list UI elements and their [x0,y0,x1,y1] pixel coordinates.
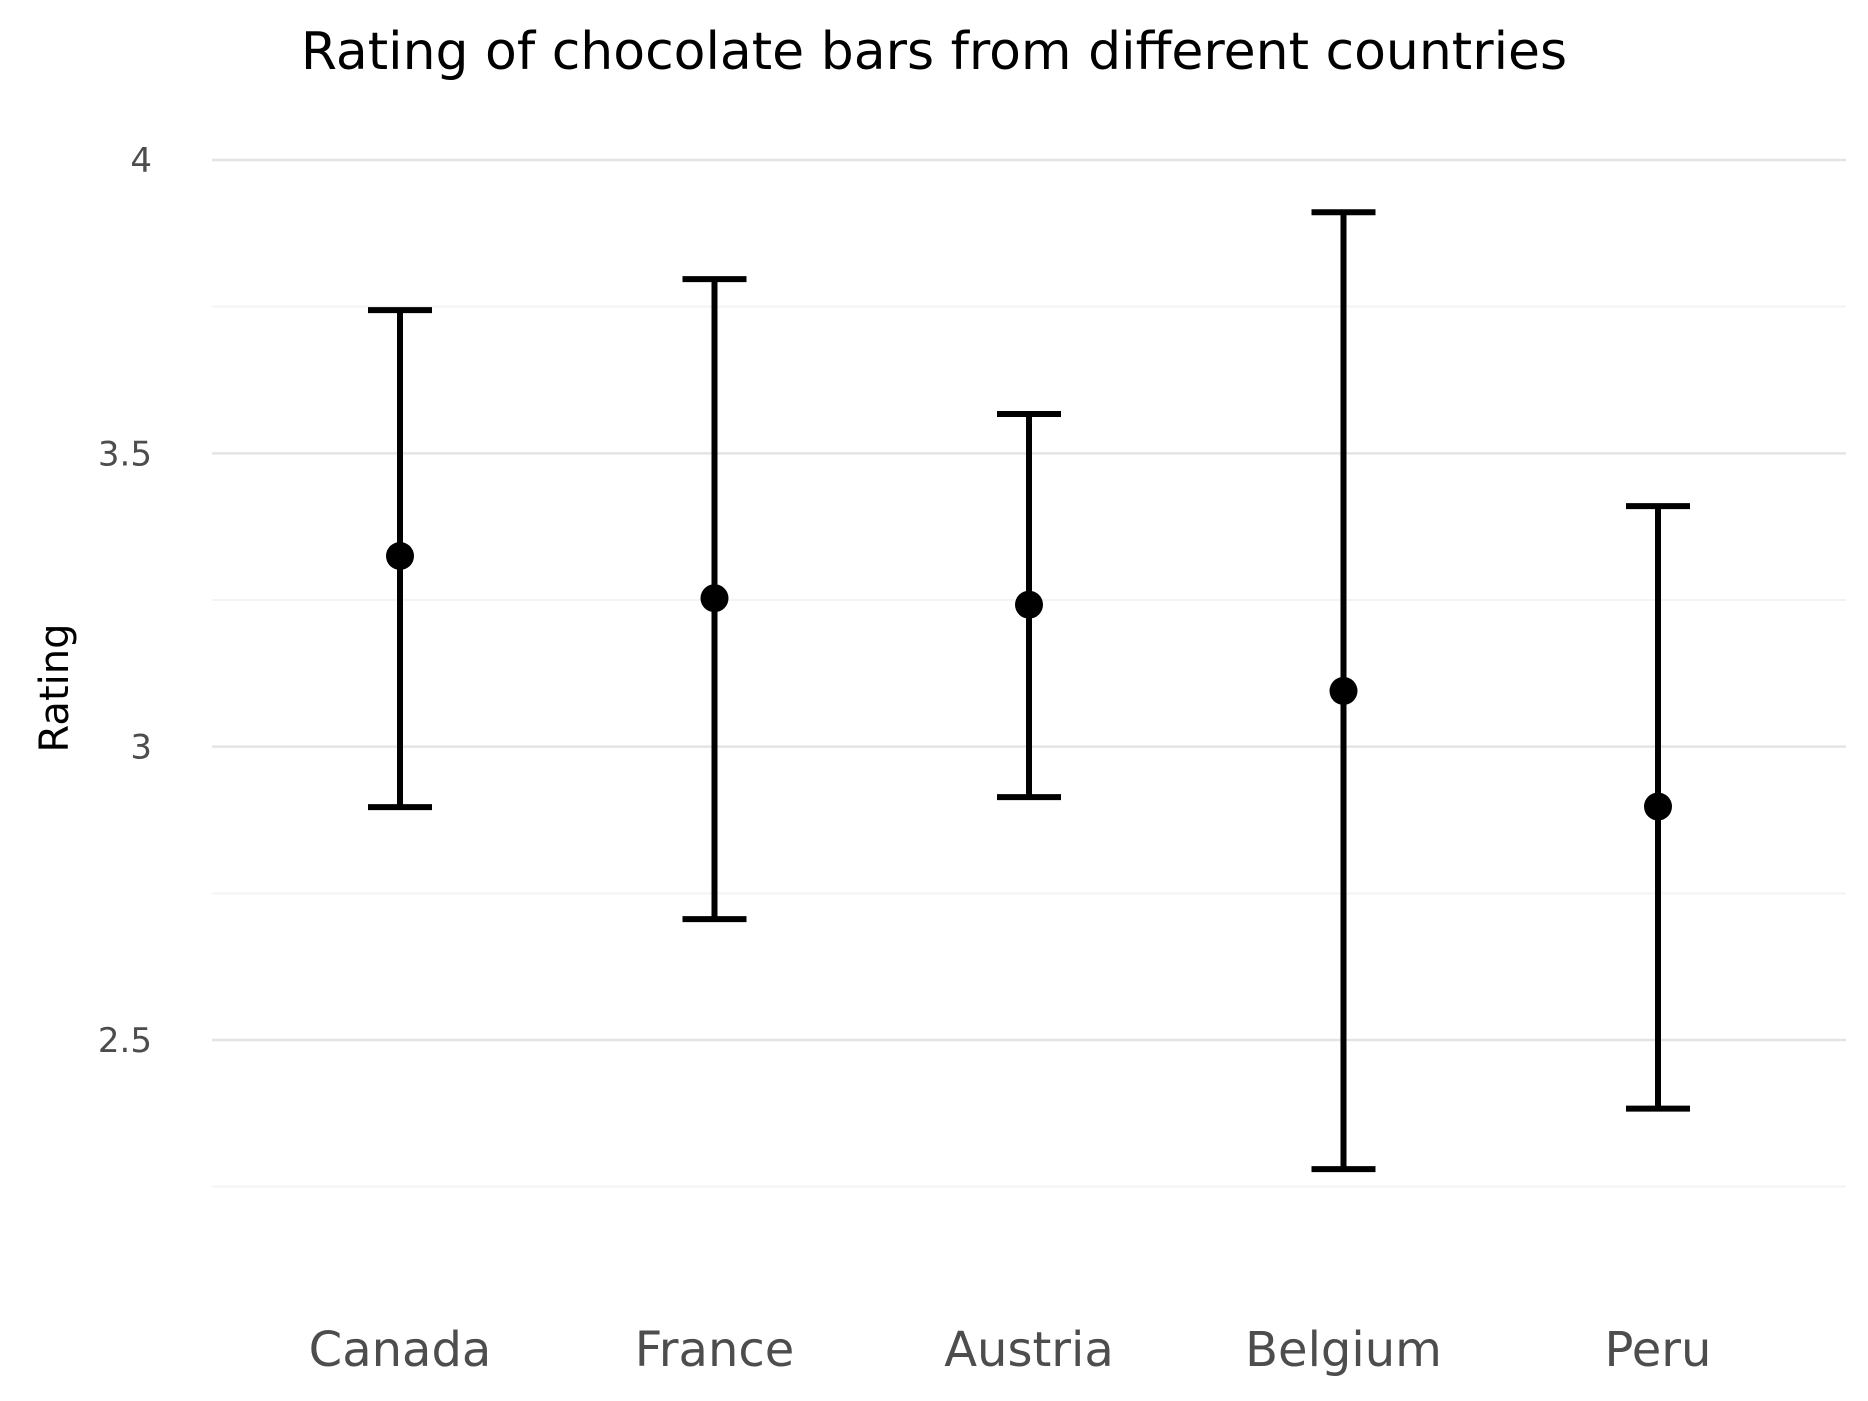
data-point [1015,590,1043,619]
x-tick-label: Belgium [1245,1322,1442,1378]
y-tick-label: 3.5 [98,434,152,474]
data-point [386,542,414,570]
data-point [1329,676,1358,705]
data-point [700,584,729,613]
x-tick-label: Peru [1605,1322,1712,1378]
y-tick-label: 2.5 [98,1021,152,1061]
y-tick-label: 4 [130,141,152,181]
x-tick-label: France [635,1322,795,1378]
x-tick-label: Canada [309,1322,492,1378]
chart-title: Rating of chocolate bars from different … [300,22,1568,82]
x-tick-label: Austria [944,1322,1114,1378]
data-point [1644,792,1672,821]
y-tick-label: 3 [130,728,152,768]
